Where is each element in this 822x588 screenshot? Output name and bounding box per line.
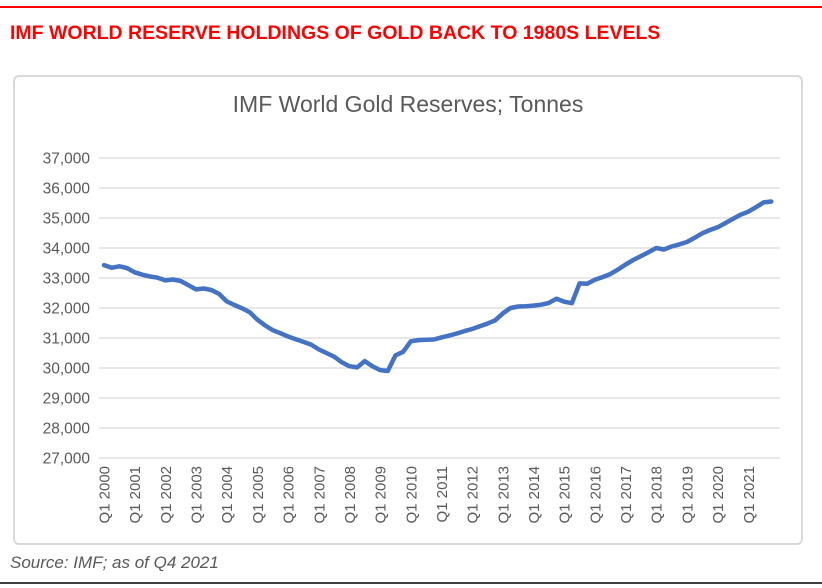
x-tick-label: Q1 2009 xyxy=(373,466,390,524)
y-tick-label: 28,000 xyxy=(43,421,91,438)
x-tick-label: Q1 2012 xyxy=(465,466,482,524)
x-tick-label: Q1 2010 xyxy=(403,466,420,524)
y-tick-label: 27,000 xyxy=(43,451,91,468)
x-tick-label: Q1 2001 xyxy=(127,466,144,524)
x-tick-label: Q1 2002 xyxy=(158,466,175,524)
x-tick-label: Q1 2020 xyxy=(710,466,727,524)
x-tick-label: Q1 2017 xyxy=(618,466,635,524)
x-tick-label: Q1 2011 xyxy=(434,466,451,522)
x-tick-label: Q1 2016 xyxy=(587,466,604,524)
x-tick-label: Q1 2005 xyxy=(250,466,267,524)
x-tick-label: Q1 2008 xyxy=(342,466,359,524)
x-tick-label: Q1 2014 xyxy=(526,466,543,524)
x-tick-label: Q1 2006 xyxy=(281,466,298,524)
y-tick-label: 37,000 xyxy=(43,151,91,168)
chart-container: IMF World Gold Reserves; Tonnes 37,000 36… xyxy=(13,75,803,545)
source-note: Source: IMF; as of Q4 2021 xyxy=(10,553,219,572)
x-tick-label: Q1 2018 xyxy=(649,466,666,524)
bottom-rule xyxy=(0,582,822,584)
y-tick-label: 30,000 xyxy=(43,361,91,378)
x-tick-label: Q1 2021 xyxy=(741,466,758,524)
y-tick-label: 29,000 xyxy=(43,391,91,408)
x-tick-label: Q1 2000 xyxy=(97,466,114,524)
top-red-rule xyxy=(0,6,822,8)
y-tick-label: 33,000 xyxy=(43,271,91,288)
chart-title: IMF World Gold Reserves; Tonnes xyxy=(232,91,584,117)
y-tick-label: 32,000 xyxy=(43,301,91,318)
x-tick-label: Q1 2003 xyxy=(189,466,206,524)
reserves-line xyxy=(101,199,774,374)
y-tick-label: 31,000 xyxy=(43,331,91,348)
y-tick-label: 34,000 xyxy=(43,241,91,258)
x-tick-label: Q1 2007 xyxy=(311,466,328,524)
x-tick-label: Q1 2004 xyxy=(219,466,236,524)
x-tick-label: Q1 2015 xyxy=(557,466,574,524)
y-tick-label: 35,000 xyxy=(43,211,91,228)
page-headline: IMF WORLD RESERVE HOLDINGS OF GOLD BACK … xyxy=(10,22,661,44)
line-chart: 37,000 36,000 35,000 34,000 33,000 32,000 31,0… xyxy=(43,151,780,524)
y-tick-label: 36,000 xyxy=(43,181,91,198)
x-tick-label: Q1 2013 xyxy=(495,466,512,524)
x-tick-label: Q1 2019 xyxy=(679,466,696,524)
